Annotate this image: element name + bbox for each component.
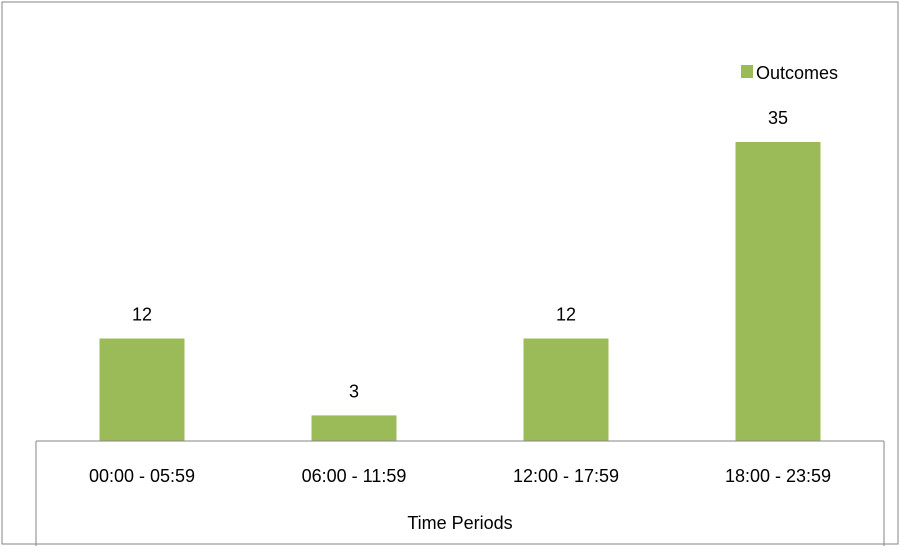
x-tick-label: 06:00 - 11:59 (302, 466, 407, 486)
x-axis: 00:00 - 05:59 06:00 - 11:59 12:00 - 17:59 1… (35, 440, 885, 546)
x-tick-label: 18:00 - 23:59 (725, 466, 831, 486)
legend-label-outcomes: Outcomes (756, 63, 838, 83)
x-tick-label: 00:00 - 05:59 (89, 466, 195, 486)
x-tick-label: 12:00 - 17:59 (513, 466, 619, 486)
x-tick-labels: 00:00 - 05:59 06:00 - 11:59 12:00 - 17:59 1… (89, 466, 831, 486)
legend-swatch-outcomes (741, 65, 753, 78)
data-label: 12 (556, 305, 576, 325)
data-label: 12 (132, 305, 152, 325)
bar (311, 415, 397, 441)
data-label: 35 (768, 108, 788, 128)
bars (99, 142, 821, 441)
data-label: 3 (349, 381, 359, 401)
bar (99, 338, 185, 441)
data-labels: 12 3 12 35 (132, 108, 788, 401)
bar (735, 142, 821, 441)
bar (523, 338, 609, 441)
legend: Outcomes (741, 63, 838, 83)
x-axis-title: Time Periods (407, 513, 512, 533)
